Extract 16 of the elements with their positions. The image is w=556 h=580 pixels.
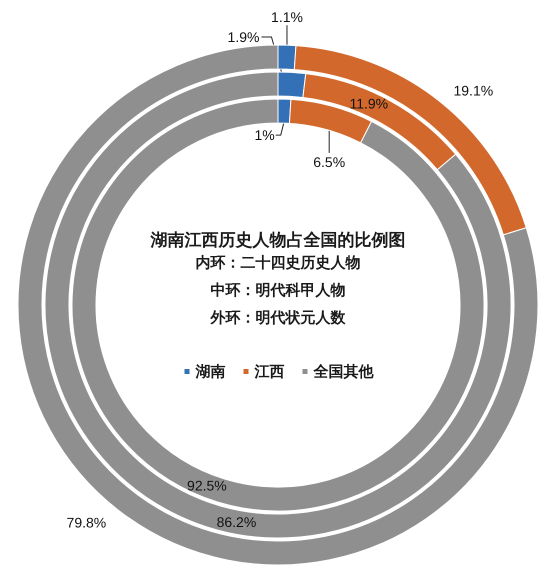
text: 中环：明代科甲人物 [210, 281, 346, 299]
legend-label: 湖南 [194, 362, 226, 380]
data-label: 79.8% [66, 514, 106, 531]
legend-label: 江西 [254, 362, 284, 380]
data-label: 19.1% [453, 82, 494, 99]
text: 湖南江西历史人物占全国的比例图 [150, 230, 406, 250]
data-label: 6.5% [313, 154, 346, 170]
text: 外环：明代状元人数 [210, 308, 346, 326]
text: 内环：二十四史历史人物 [196, 254, 360, 272]
data-label: 11.9% [349, 96, 388, 112]
data-label: 1% [254, 127, 275, 144]
data-label: 86.2% [216, 514, 256, 530]
data-label: 92.5% [187, 478, 227, 494]
data-label: 1.1% [271, 9, 303, 26]
data-label: 1.9% [228, 29, 260, 45]
legend-label: 全国其他 [312, 362, 374, 380]
